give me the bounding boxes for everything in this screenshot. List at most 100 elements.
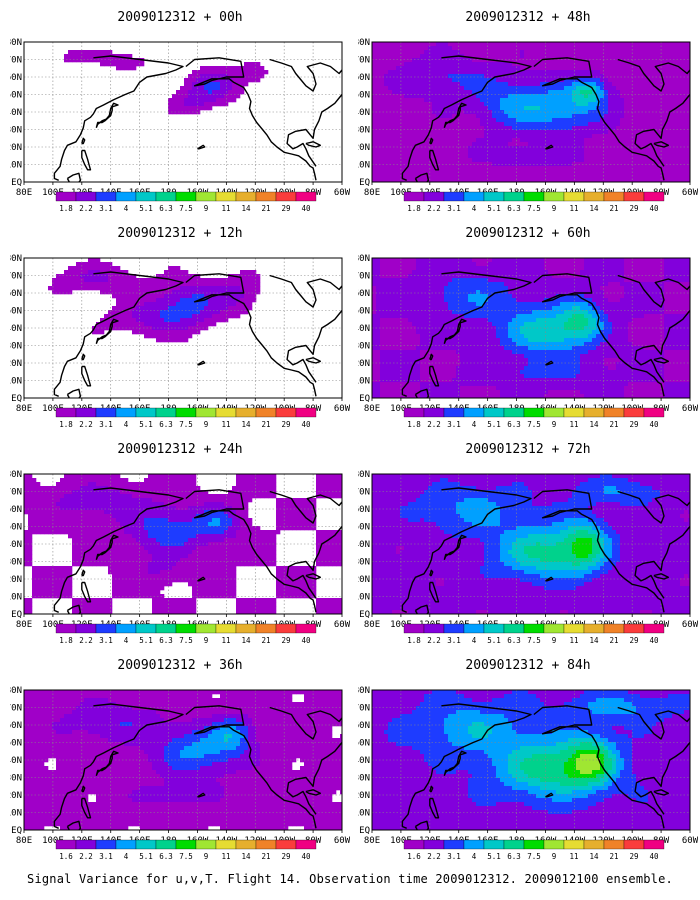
field-cell (176, 290, 181, 295)
field-cell (668, 138, 673, 143)
field-cell (136, 290, 141, 295)
field-cell (516, 258, 521, 263)
field-cell (668, 82, 673, 87)
field-cell (648, 42, 653, 47)
field-cell (632, 130, 637, 135)
colorbar-swatch (275, 407, 297, 418)
field-cell (508, 290, 513, 295)
field-cell (112, 278, 117, 283)
field-cell (644, 282, 649, 287)
field-cell (424, 50, 429, 55)
field-cell (688, 298, 690, 303)
field-cell (84, 262, 89, 267)
field-cell (672, 266, 677, 271)
field-cell (188, 298, 193, 303)
field-cell (652, 82, 657, 87)
field-cell (640, 46, 645, 51)
field-cell (528, 294, 533, 299)
field-cell (556, 90, 561, 95)
field-cell (476, 170, 481, 175)
field-cell (416, 162, 421, 167)
field-cell (540, 162, 545, 167)
field-cell (500, 262, 505, 267)
field-cell (80, 274, 85, 279)
field-cell (240, 294, 245, 299)
field-cell (688, 290, 690, 295)
field-cell (400, 122, 405, 127)
field-cell (408, 86, 413, 91)
field-cell (508, 46, 513, 51)
field-cell (612, 98, 617, 103)
field-cell (628, 166, 633, 171)
field-cell (612, 278, 617, 283)
field-cell (492, 82, 497, 87)
field-cell (564, 278, 569, 283)
field-cell (496, 82, 501, 87)
field-cell (448, 58, 453, 63)
field-cell (144, 326, 149, 331)
field-cell (592, 162, 597, 167)
field-cell (640, 302, 645, 307)
field-cell (560, 130, 565, 135)
field-cell (620, 114, 625, 119)
field-cell (636, 74, 641, 79)
field-cell (676, 78, 681, 83)
field-cell (688, 294, 690, 299)
field-cell (620, 86, 625, 91)
field-cell (676, 162, 681, 167)
field-cell (472, 94, 477, 99)
field-cell (600, 98, 605, 103)
field-cell (408, 46, 413, 51)
field-cell (60, 274, 65, 279)
field-cell (384, 154, 389, 159)
field-cell (540, 258, 545, 263)
field-cell (636, 46, 641, 51)
field-cell (620, 158, 625, 163)
field-cell (492, 146, 497, 151)
field-cell (516, 138, 521, 143)
field-cell (376, 290, 381, 295)
field-cell (580, 54, 585, 59)
field-cell (588, 98, 593, 103)
field-cell (616, 266, 621, 271)
field-cell (684, 158, 689, 163)
field-cell (528, 270, 533, 275)
field-cell (608, 98, 613, 103)
field-cell (576, 46, 581, 51)
field-cell (544, 78, 549, 83)
field-cell (548, 46, 553, 51)
field-cell (544, 122, 549, 127)
field-cell (604, 302, 609, 307)
field-cell (636, 114, 641, 119)
field-cell (516, 302, 521, 307)
field-cell (560, 98, 565, 103)
field-cell (660, 82, 665, 87)
field-cell (412, 166, 417, 171)
coastline (185, 273, 317, 397)
field-cell (472, 154, 477, 159)
field-cell (192, 98, 197, 103)
field-cell (116, 278, 121, 283)
field-cell (520, 102, 525, 107)
field-cell (428, 66, 433, 71)
field-cell (612, 102, 617, 107)
field-cell (228, 314, 233, 319)
field-cell (392, 54, 397, 59)
field-cell (652, 110, 657, 115)
map-48h: 80E100E120E140E160E180160W140W120W100W80… (358, 38, 698, 198)
field-cell (680, 170, 685, 175)
field-cell (644, 58, 649, 63)
field-cell (388, 66, 393, 71)
field-cell (552, 290, 557, 295)
field-cell (572, 286, 577, 291)
field-cell (188, 318, 193, 323)
field-cell (540, 130, 545, 135)
field-cell (440, 106, 445, 111)
field-cell (396, 158, 401, 163)
field-cell (196, 286, 201, 291)
field-cell (484, 158, 489, 163)
field-cell (564, 270, 569, 275)
field-cell (516, 134, 521, 139)
field-cell (484, 90, 489, 95)
field-cell (640, 154, 645, 159)
